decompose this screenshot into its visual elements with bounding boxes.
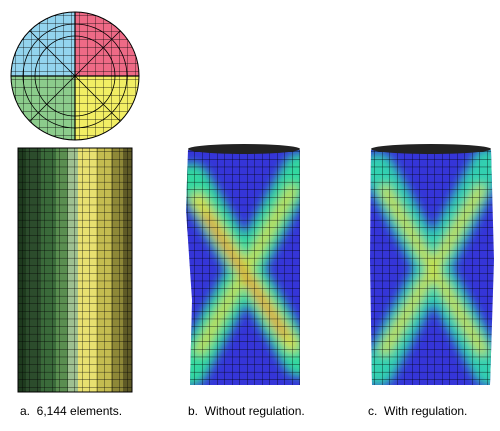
mesh-disc [11, 12, 139, 140]
mesh-cylinder-a [17, 147, 133, 393]
caption: b. Without regulation. [188, 404, 305, 418]
disc-outline [10, 11, 140, 141]
mesh-cylinder-b [186, 144, 300, 385]
caption: a. 6,144 elements. [20, 404, 122, 418]
caption: c. With regulation. [368, 404, 467, 418]
mesh-cylinder-c [370, 144, 494, 385]
